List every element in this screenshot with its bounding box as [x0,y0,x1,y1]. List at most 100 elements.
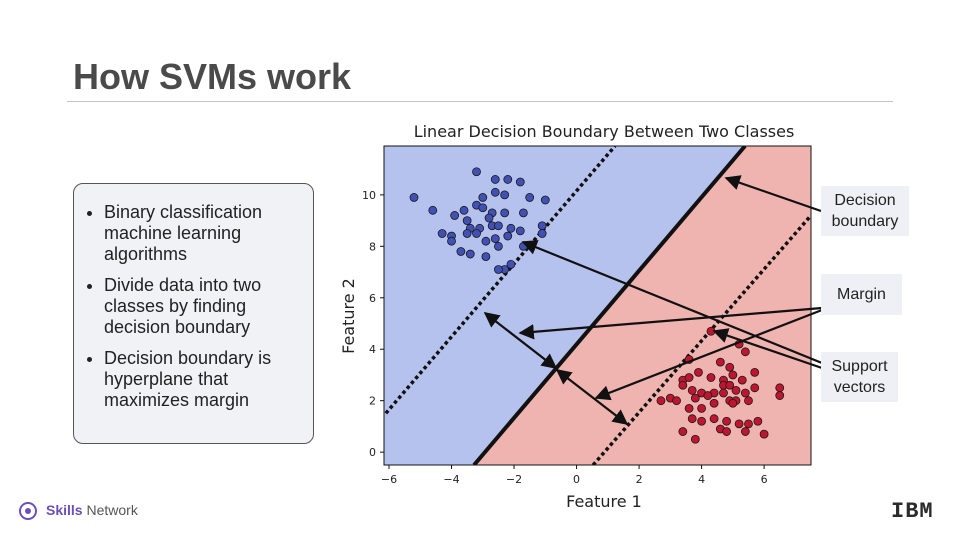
y-tick-label: 2 [369,395,376,408]
point [740,347,750,357]
point [775,383,785,393]
y-axis-label: Feature 2 [339,278,358,354]
point [519,208,528,218]
arrow [521,240,823,365]
point [744,419,753,429]
y-tick-label: 4 [369,343,376,356]
point [472,167,481,177]
point [750,383,760,393]
y-tick-label: 6 [369,292,376,305]
brand-bold: Skills [46,502,83,518]
point [744,396,753,406]
point [731,385,741,395]
point [740,388,750,398]
point [409,193,419,202]
point [728,370,738,380]
point [494,265,503,274]
brand-icon-dot [25,508,31,514]
arrow [724,175,822,213]
point [684,373,694,382]
point [481,252,491,262]
point [506,223,516,233]
point [494,221,503,231]
point [515,226,525,236]
arrows [483,175,823,425]
point [697,404,706,413]
point [684,404,694,413]
x-tick-label: 0 [573,473,580,486]
point [503,175,513,184]
point [437,229,447,238]
point [537,221,547,231]
annotation: Decision boundary [821,186,909,236]
point [472,229,481,238]
point [494,241,503,251]
x-tick-label: −2 [506,473,522,486]
title-rule [67,101,893,102]
brand-icon [19,502,37,520]
margin-arrow [555,369,629,425]
point [484,213,494,223]
x-tick-label: −4 [443,473,459,486]
y-tick-label: 8 [369,240,376,253]
plot-frame [383,145,812,466]
point [478,203,488,213]
point [456,247,466,256]
point [706,326,716,336]
margin-line [591,214,811,465]
y-tick-label: 10 [362,189,376,202]
point [462,216,472,226]
chart-title: Linear Decision Boundary Between Two Cla… [414,122,795,141]
point [709,414,719,424]
point [775,391,785,400]
x-axis-label: Feature 1 [566,492,642,511]
arrow [712,328,823,370]
point [740,427,750,436]
point [697,416,706,426]
point [490,175,500,184]
point [490,187,500,197]
point [459,205,469,215]
arrow [518,306,823,340]
point [656,396,666,406]
point [725,380,735,390]
point [506,259,516,269]
annotation: Support vectors [821,352,898,402]
x-tick-label: 4 [698,473,705,486]
margin-line [384,146,617,415]
point [706,373,716,382]
point [481,236,491,246]
y-tick-label: 0 [369,446,376,459]
point [690,393,700,403]
point [678,380,688,390]
slide-title: How SVMs work [73,56,352,97]
point [687,385,697,395]
x-tick-label: −6 [381,473,397,486]
point [725,362,735,372]
point [678,427,688,436]
point [690,434,700,444]
point [734,419,744,429]
point [478,193,488,202]
point [728,398,738,408]
plot-area [384,146,811,465]
bullet-box: Binary classification machine learning a… [73,183,314,444]
point [503,231,513,241]
brand-name: Network [86,502,138,518]
point [447,236,456,246]
decision-boundary [472,146,747,465]
point [703,391,713,400]
region [384,146,746,465]
point [465,249,475,259]
arrow [594,308,823,401]
point [737,375,747,385]
point [715,357,725,367]
bullet-list: Binary classification machine learning a… [74,202,313,411]
point [759,429,769,439]
point [515,177,525,187]
point [750,367,760,377]
point [722,416,732,426]
point [500,190,510,200]
